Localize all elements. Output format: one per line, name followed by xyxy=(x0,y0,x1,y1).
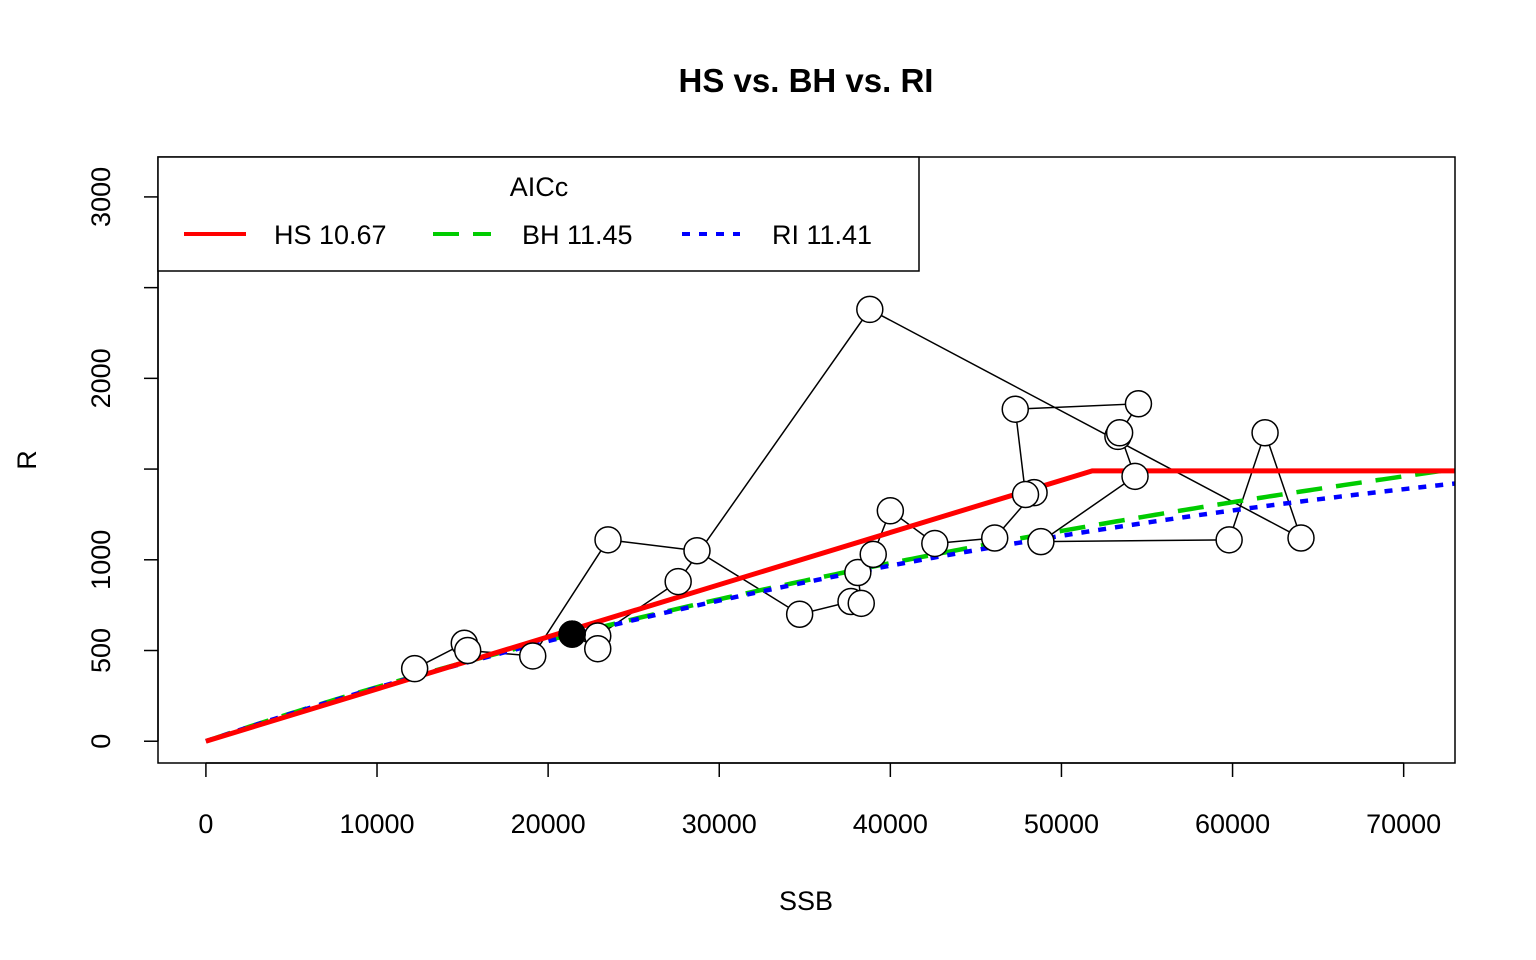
observation-point xyxy=(1121,462,1149,491)
observation-point xyxy=(1027,527,1055,556)
observation-point xyxy=(921,529,949,558)
y-tick-label: 3000 xyxy=(86,167,116,227)
ri-curve xyxy=(205,481,1455,744)
legend-entry-label: HS 10.67 xyxy=(274,220,387,250)
observation-point xyxy=(1251,419,1279,447)
observation-point xyxy=(664,567,692,596)
x-tick-label: 50000 xyxy=(1024,809,1099,839)
y-tick-label: 2000 xyxy=(86,348,116,408)
observation-point xyxy=(1001,395,1030,423)
x-tick-label: 40000 xyxy=(853,809,928,839)
y-tick-label: 0 xyxy=(86,734,116,749)
observation-point xyxy=(876,497,905,525)
chart-title: HS vs. BH vs. RI xyxy=(679,62,934,99)
observation-point xyxy=(683,536,711,565)
observation-point xyxy=(856,295,884,324)
legend-box xyxy=(157,156,920,272)
observation-point xyxy=(583,634,612,663)
x-tick-label: 10000 xyxy=(339,809,414,839)
observation-point xyxy=(1215,526,1243,554)
observation-point xyxy=(400,654,429,683)
observation-point xyxy=(594,526,622,554)
bh-curve xyxy=(205,466,1455,744)
x-tick-label: 30000 xyxy=(682,809,757,839)
x-tick-label: 70000 xyxy=(1366,809,1441,839)
y-axis-label: R xyxy=(12,450,42,470)
x-axis: 0 10000 20000 30000 40000 50000 60000 70000 xyxy=(198,762,1441,839)
x-axis-label: SSB xyxy=(779,886,833,916)
observation-point xyxy=(844,558,872,587)
observation-point xyxy=(1287,524,1315,552)
x-tick-label: 0 xyxy=(198,809,213,839)
y-axis: 0 500 1000 2000 3000 xyxy=(86,167,159,749)
observation-point xyxy=(859,540,887,569)
hs-curve xyxy=(205,468,1455,744)
observation-point xyxy=(1011,480,1040,509)
x-tick-label: 60000 xyxy=(1195,809,1270,839)
plot-area xyxy=(205,295,1455,744)
observation-point xyxy=(980,524,1009,552)
y-tick-label: 500 xyxy=(86,628,116,673)
observation-point xyxy=(785,600,814,628)
legend-entry-label: BH 11.45 xyxy=(522,220,633,250)
observation-point xyxy=(1124,390,1153,418)
legend: AICc HS 10.67 BH 11.45 RI 11.41 xyxy=(157,156,920,272)
x-tick-label: 20000 xyxy=(511,809,586,839)
y-tick-label: 1000 xyxy=(86,530,116,590)
observation-point xyxy=(518,642,547,670)
observation-point xyxy=(847,589,876,618)
latest-observation-point xyxy=(558,620,586,648)
legend-entry-label: RI 11.41 xyxy=(772,220,872,250)
observation-point xyxy=(453,636,482,665)
legend-title: AICc xyxy=(510,172,569,202)
observation-point xyxy=(1105,419,1134,447)
